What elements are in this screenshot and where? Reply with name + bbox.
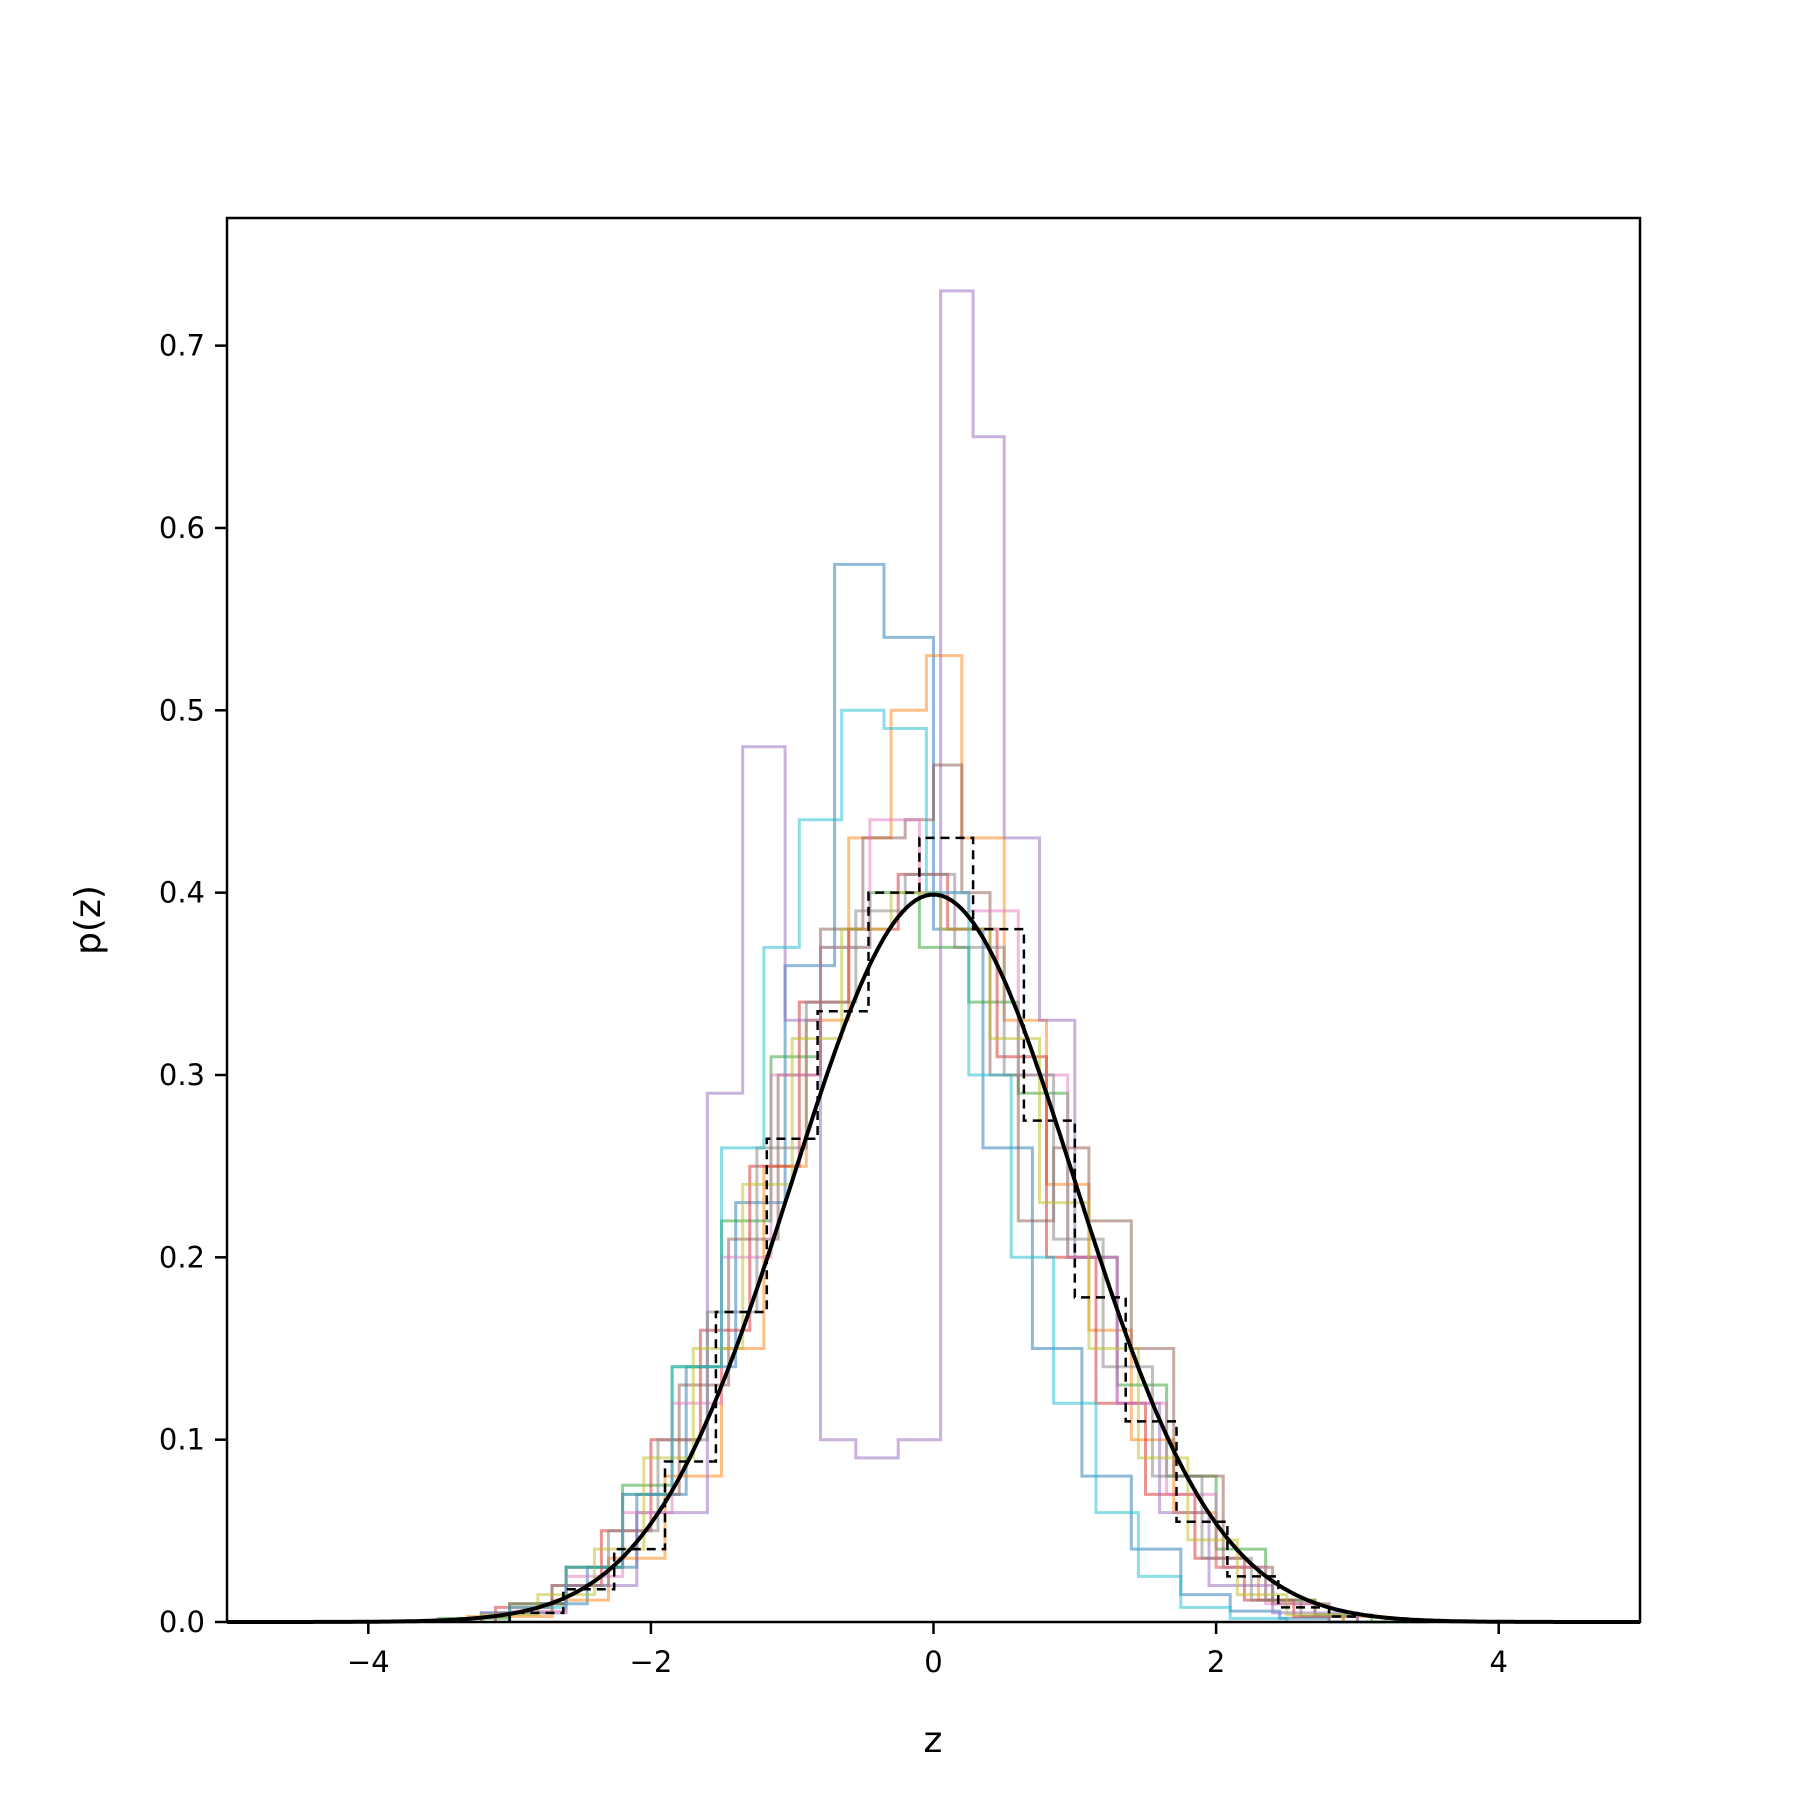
y-tick-label: 0.6 [159,511,205,545]
y-tick-label: 0.2 [159,1240,205,1274]
y-tick-label: 0.1 [159,1423,205,1457]
normal-density-curve [227,892,1640,1624]
y-tick-label: 0.0 [159,1605,205,1639]
histogram-series [437,891,1428,1624]
histogram-series-group [437,289,1428,1624]
y-axis-ticks: 0.0 0.1 0.2 0.3 0.4 0.5 0.6 0.7 [159,329,227,1639]
x-tick-label: 2 [1207,1645,1225,1679]
y-axis-label: p(z) [68,885,109,955]
x-axis-ticks: −4 −2 0 2 4 [347,1622,1508,1679]
y-tick-label: 0.5 [159,693,205,727]
histogram-series [479,562,1386,1624]
reference-histogram [508,836,1359,1622]
histogram-series [479,289,1359,1622]
x-tick-label: −4 [347,1645,390,1679]
y-tick-label: 0.4 [159,876,205,910]
y-tick-label: 0.7 [159,329,205,363]
x-tick-label: 0 [924,1645,942,1679]
x-axis-label: z [924,1720,943,1761]
histogram-series [494,872,1359,1622]
y-tick-label: 0.3 [159,1058,205,1092]
x-tick-label: −2 [630,1645,673,1679]
histogram-series [508,708,1289,1622]
x-tick-label: 4 [1489,1645,1507,1679]
